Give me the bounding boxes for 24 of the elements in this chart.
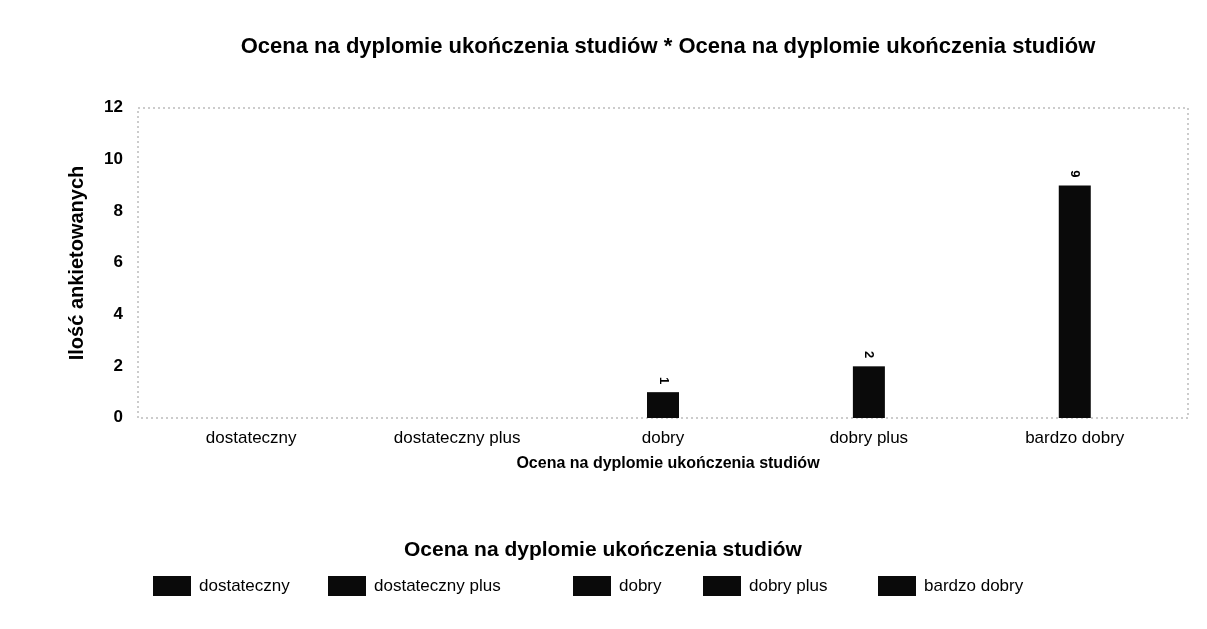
legend-label: dostateczny plus	[374, 576, 501, 596]
data-label: 9	[1068, 170, 1084, 178]
x-tick-label: dostateczny	[205, 428, 298, 447]
x-tick-label: bardzo dobry	[1025, 428, 1125, 447]
x-tick-label: dostateczny plus	[393, 428, 521, 447]
legend-label: dobry plus	[749, 576, 828, 596]
y-tick-label: 4	[113, 304, 124, 324]
y-tick-label: 12	[104, 97, 123, 117]
x-axis-title: Ocena na dyplomie ukończenia studiów	[516, 454, 821, 471]
y-tick-label: 10	[104, 149, 123, 169]
data-label: 2	[862, 351, 878, 359]
x-tick-label: dobry	[641, 428, 685, 447]
legend-label: dostateczny	[199, 576, 291, 596]
y-tick-label: 2	[113, 355, 123, 375]
y-tick-label: 6	[113, 252, 123, 272]
data-label: 1	[656, 376, 672, 385]
y-axis-title: Ilość ankietowanych	[65, 165, 87, 361]
legend-label: dobry	[619, 576, 663, 596]
chart-title: Ocena na dyplomie ukończenia studiów * Ocena na dyplomie ukończenia studiów	[240, 33, 1097, 58]
y-tick-label: 0	[113, 407, 123, 427]
legend-title: Ocena na dyplomie ukończenia studiów	[404, 537, 803, 560]
legend-label: bardzo dobry	[924, 576, 1024, 596]
y-tick-label: 8	[113, 200, 123, 220]
x-tick-label: dobry plus	[829, 428, 909, 447]
